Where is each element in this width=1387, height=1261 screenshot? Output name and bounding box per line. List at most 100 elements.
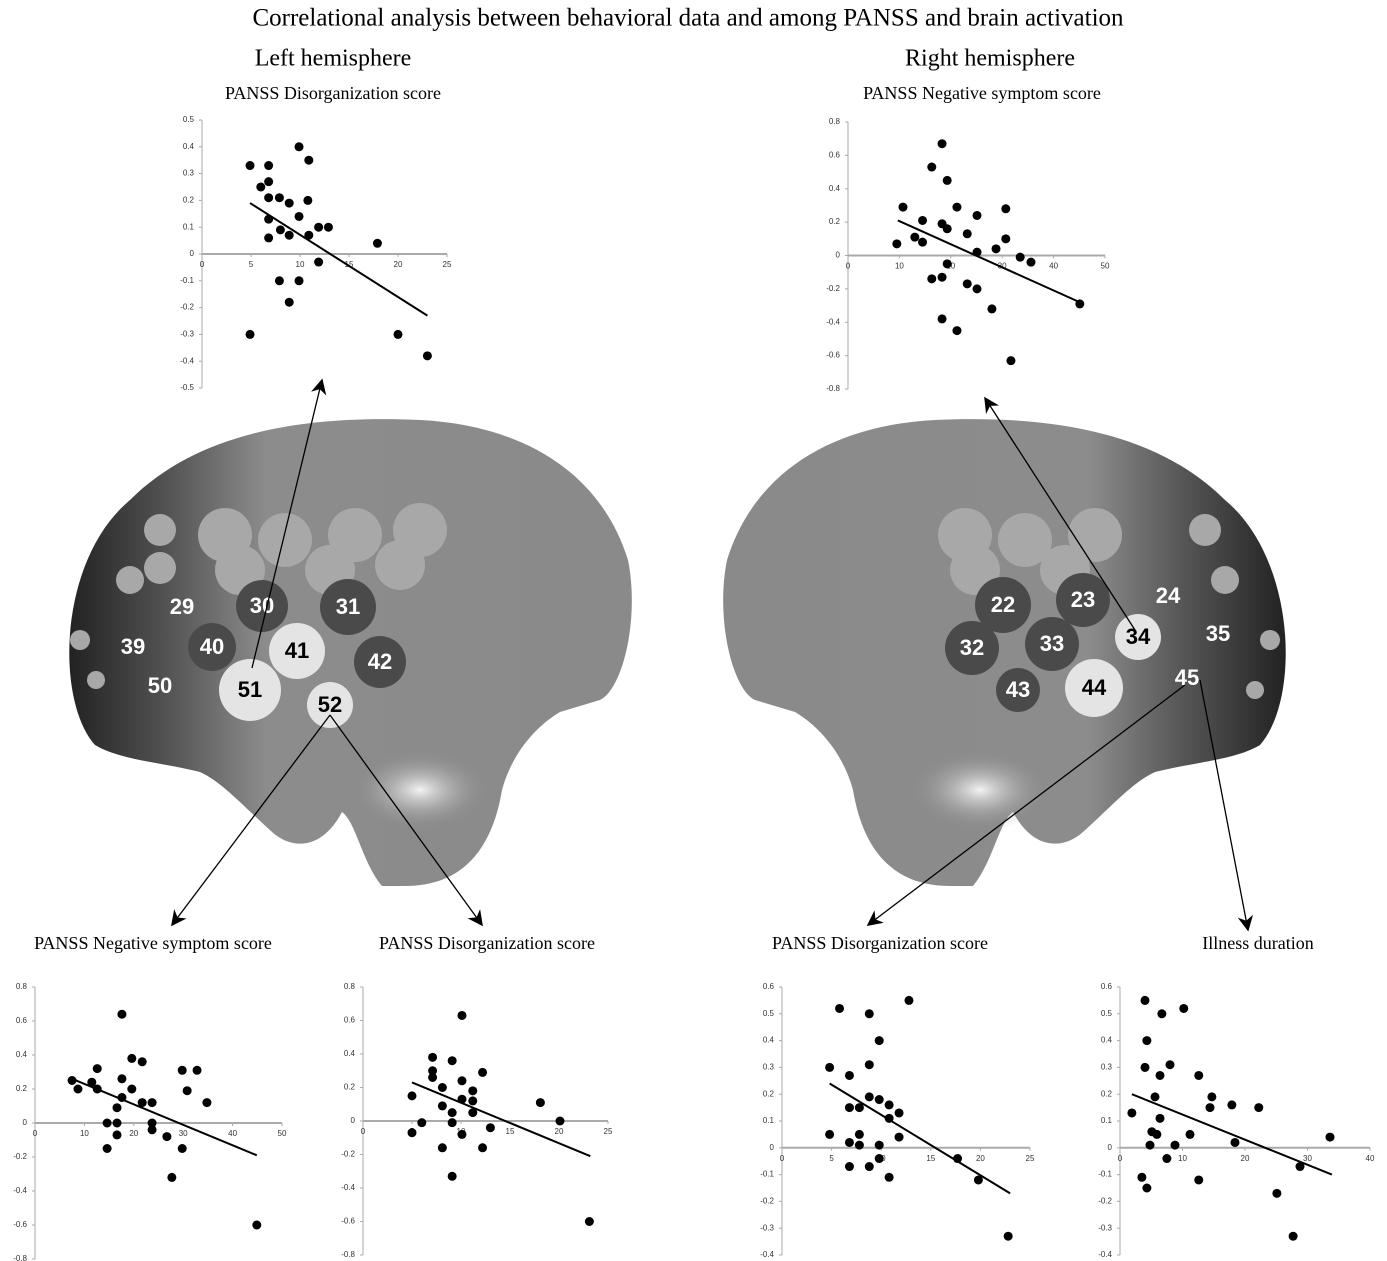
x-tick-label: 15: [926, 1154, 935, 1163]
x-tick-label: 50: [278, 1129, 287, 1138]
point: [864, 1060, 874, 1070]
point: [1179, 1003, 1189, 1013]
point: [1162, 1154, 1172, 1164]
point: [294, 276, 304, 286]
point: [102, 1144, 112, 1153]
channel-label: 50: [148, 673, 172, 698]
point: [182, 1086, 192, 1096]
point: [468, 1086, 478, 1096]
x-tick-label: 20: [555, 1127, 564, 1136]
point: [92, 1084, 102, 1094]
point: [1003, 1231, 1013, 1241]
channel-spot: [945, 621, 999, 675]
point: [67, 1076, 77, 1085]
chart-title: PANSS Negative symptom score: [863, 83, 1101, 103]
point: [844, 1137, 854, 1147]
point: [937, 139, 947, 149]
point: [264, 193, 274, 203]
x-tick-label: 20: [394, 260, 403, 269]
y-tick-label: -0.2: [1098, 1197, 1112, 1206]
channel-label: 31: [336, 594, 360, 619]
point: [274, 193, 284, 203]
point: [304, 230, 314, 240]
y-tick-label: 0: [836, 251, 841, 260]
channel-label: 32: [960, 635, 984, 660]
point: [303, 195, 313, 205]
point: [256, 182, 266, 192]
point: [314, 257, 324, 267]
point: [884, 1172, 894, 1182]
figure-title: Correlational analysis between behaviora…: [252, 5, 1124, 32]
scatter-chart: PANSS Negative symptom score -0.8 -0.6 -0.4…: [13, 933, 287, 1261]
point: [1015, 252, 1025, 262]
point: [844, 1070, 854, 1080]
point: [898, 202, 908, 212]
y-tick-label: -0.4: [13, 1186, 27, 1195]
x-tick-label: 0: [780, 1154, 785, 1163]
point: [127, 1053, 137, 1063]
point: [457, 1076, 467, 1086]
trend-line: [1131, 1093, 1333, 1176]
y-tick-label: 0.6: [763, 982, 775, 991]
x-tick-label: 25: [443, 260, 452, 269]
x-tick-label: 40: [1366, 1154, 1375, 1163]
x-tick-label: 15: [506, 1127, 515, 1136]
y-tick-label: -0.2: [13, 1152, 27, 1161]
y-tick-label: -0.1: [1098, 1170, 1112, 1179]
brain-left: [69, 419, 632, 886]
point: [1170, 1140, 1180, 1150]
channel-label: 43: [1006, 677, 1030, 702]
point: [952, 202, 962, 212]
point: [942, 175, 952, 185]
x-tick-label: 5: [829, 1154, 834, 1163]
point: [112, 1103, 122, 1113]
point: [428, 1052, 438, 1062]
scatter-chart: PANSS Negative symptom score -0.8 -0.6 -0.4…: [826, 83, 1110, 393]
point: [437, 1101, 447, 1111]
point: [894, 1108, 904, 1118]
point: [953, 1154, 963, 1164]
point: [927, 274, 937, 284]
point: [1142, 1036, 1152, 1046]
point: [904, 995, 914, 1005]
point: [972, 210, 982, 220]
point: [854, 1140, 864, 1150]
point: [294, 142, 304, 152]
point: [1140, 995, 1150, 1005]
y-tick-label: -0.2: [760, 1197, 774, 1206]
point: [147, 1118, 157, 1128]
y-tick-label: 0.2: [763, 1089, 775, 1098]
point: [447, 1118, 457, 1128]
x-tick-label: 10: [1178, 1154, 1187, 1163]
point: [192, 1065, 202, 1075]
x-tick-label: 30: [998, 262, 1007, 271]
point: [304, 155, 314, 165]
point: [1165, 1060, 1175, 1070]
y-tick-label: 0.4: [763, 1036, 775, 1045]
y-tick-label: 0.3: [183, 169, 195, 178]
y-tick-label: -0.3: [760, 1223, 774, 1232]
channel-spot: [236, 580, 288, 632]
point: [1288, 1231, 1298, 1241]
point: [1272, 1188, 1282, 1198]
point: [854, 1103, 864, 1113]
point: [584, 1217, 594, 1226]
y-tick-label: 0.6: [344, 1016, 356, 1025]
hemisphere-label: Right hemisphere: [905, 46, 1075, 72]
point: [937, 272, 947, 282]
point: [117, 1009, 127, 1019]
point: [202, 1098, 212, 1108]
y-tick-label: -0.3: [180, 330, 194, 339]
point: [910, 232, 920, 242]
point: [1155, 1070, 1165, 1080]
point: [864, 1092, 874, 1102]
channel-label: 45: [1175, 665, 1199, 690]
point: [1325, 1132, 1335, 1142]
channel-spot: [1065, 659, 1123, 717]
point: [1254, 1103, 1264, 1113]
channel-label: 39: [121, 634, 145, 659]
channel-label: 22: [991, 592, 1015, 617]
x-tick-label: 20: [129, 1129, 138, 1138]
point: [167, 1172, 177, 1182]
y-tick-label: 0.1: [1101, 1116, 1113, 1125]
